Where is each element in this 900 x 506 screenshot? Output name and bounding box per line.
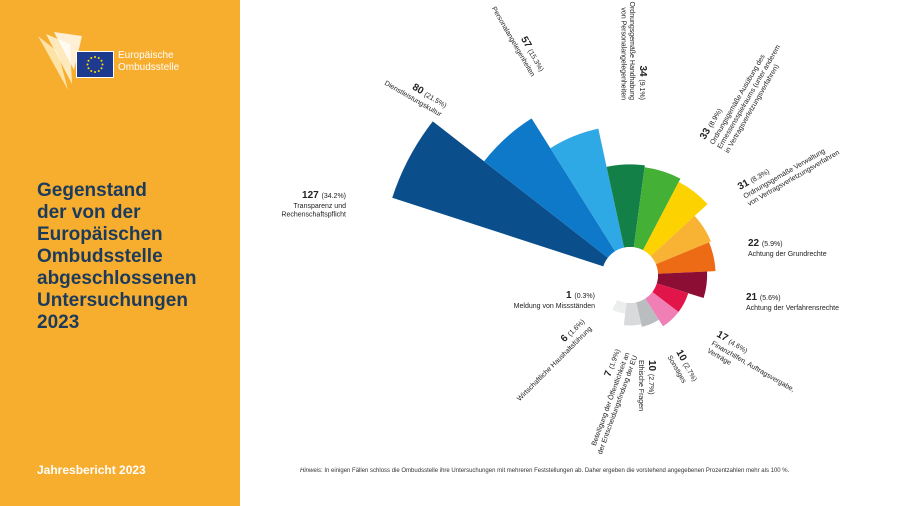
slice-label: 10 (2.7%)Ethische Fragen bbox=[637, 360, 657, 411]
slice-category: Meldung von Missständen bbox=[514, 303, 595, 310]
slice-label: 21 (5.6%) Achtung der Verfahrensrechte bbox=[746, 292, 839, 312]
rose-slice bbox=[650, 215, 711, 265]
eu-star bbox=[101, 63, 104, 66]
eu-star bbox=[86, 63, 89, 66]
eu-star bbox=[87, 67, 90, 70]
rose-slice bbox=[484, 118, 616, 258]
rose-slice bbox=[633, 167, 681, 251]
rose-slice bbox=[652, 283, 689, 312]
rose-slice bbox=[550, 128, 625, 252]
slice-value: 10 bbox=[646, 360, 657, 374]
page-title: Gegenstand der von der Europäischen Ombudss… bbox=[37, 180, 237, 334]
eu-star bbox=[87, 59, 90, 62]
report-label: Jahresbericht 2023 bbox=[37, 463, 146, 477]
ombudsman-logo bbox=[38, 32, 82, 90]
page-title-line: abgeschlossenen bbox=[37, 268, 197, 289]
page-title-line: der von der bbox=[37, 202, 141, 223]
slice-label: 17 (4.6%)Finanzhilfen, Auftragsvergabe,V… bbox=[706, 329, 802, 401]
slice-category: Achtung der Grundrechte bbox=[748, 251, 827, 258]
slice-percent: (34.2%) bbox=[321, 193, 346, 200]
slice-value: 21 bbox=[746, 292, 760, 303]
rose-chart: 127 (34.2%) Transparenz und Rechenschaftsp… bbox=[281, 0, 841, 456]
slice-category: Rechenschaftspflicht bbox=[281, 212, 346, 219]
eu-star bbox=[90, 69, 93, 72]
footnote-text: : In einigen Fällen schloss die Ombudsst… bbox=[321, 468, 790, 474]
rose-slice bbox=[612, 299, 627, 314]
rose-slice bbox=[645, 291, 679, 327]
rose-slice bbox=[623, 302, 642, 326]
rose-slice bbox=[392, 121, 608, 267]
rose-slice bbox=[642, 181, 708, 257]
slice-percent: (5.6%) bbox=[760, 295, 781, 302]
slice-value: 34 bbox=[637, 65, 648, 79]
slice-label: 80 (21.5%)Dienstleistungskultur bbox=[383, 69, 450, 119]
slice-category: Wirtschaftliche Haushaltsführung bbox=[516, 325, 593, 402]
eu-star bbox=[97, 57, 100, 60]
slice-percent: (5.9%) bbox=[762, 241, 783, 248]
slice-category: Ethische Fragen bbox=[637, 360, 644, 411]
rose-slice bbox=[606, 164, 645, 248]
slice-label: 127 (34.2%) Transparenz und Rechenschaftsp… bbox=[281, 190, 346, 219]
slice-label: 34 (9.1%)Ordnungsgemäße Handhabungvon Pe… bbox=[620, 2, 649, 101]
slice-label: 22 (5.9%) Achtung der Grundrechte bbox=[748, 238, 827, 258]
slice-label: 7 (1.9%)Beteiligung der Öffentlichkeit a… bbox=[577, 347, 640, 455]
slice-value: 22 bbox=[748, 238, 762, 249]
sidebar-panel: Europäische Ombudsstelle Gegenstand der v… bbox=[0, 0, 240, 506]
page-title-line: Ombudsstelle bbox=[37, 246, 163, 267]
eu-star bbox=[94, 71, 96, 73]
org-name-line2: Ombudsstelle bbox=[118, 62, 180, 73]
slice-percent: (2.7%) bbox=[647, 374, 654, 395]
slice-value: 1 bbox=[566, 290, 574, 301]
slice-category: von Personalangelegenheiten bbox=[620, 7, 627, 100]
slice-percent: (9.1%) bbox=[638, 79, 645, 100]
slice-category: Finanzhilfen, Auftragsvergabe, bbox=[710, 340, 795, 393]
rose-slice bbox=[655, 242, 716, 274]
footnote-label: Hinweis bbox=[300, 468, 322, 474]
slice-label: 6 (1.6%)Wirtschaftliche Haushaltsführung bbox=[507, 316, 594, 403]
org-name: Europäische Ombudsstelle bbox=[118, 50, 179, 74]
slice-label: 57 (15.3%)Personalangelegenheiten bbox=[490, 0, 547, 78]
eu-star bbox=[100, 59, 103, 62]
slice-value: 127 bbox=[302, 190, 321, 201]
page-title-line: 2023 bbox=[37, 312, 80, 333]
slice-category: Ordnungsgemäße Handhabung bbox=[628, 2, 635, 101]
org-name-line1: Europäische bbox=[118, 50, 174, 61]
page-title-line: Gegenstand bbox=[37, 180, 147, 201]
center-hole bbox=[602, 247, 658, 303]
page-title-line: Untersuchungen bbox=[37, 290, 188, 311]
slice-category: Ermessensspielraums (unter anderem bbox=[717, 44, 782, 150]
eu-star bbox=[94, 56, 96, 58]
rose-slice bbox=[656, 271, 708, 299]
slice-label: 1 (0.3%) Meldung von Missständen bbox=[514, 290, 595, 310]
slice-category: Achtung der Verfahrensrechte bbox=[746, 305, 839, 312]
rose-slice bbox=[636, 298, 659, 327]
eu-star bbox=[90, 57, 93, 60]
slice-category: Ordnungsgemäße Verwaltung bbox=[743, 148, 827, 201]
slice-label: 33 (8.9%)Ordnungsgemäße Ausübung desErme… bbox=[698, 33, 789, 154]
slice-value: 7 bbox=[603, 367, 616, 379]
slice-label: 31 (8.3%)Ordnungsgemäße Verwaltungvon Ve… bbox=[736, 131, 841, 208]
slice-percent: (0.3%) bbox=[574, 293, 595, 300]
footnote: Hinweis: In einigen Fällen schloss die O… bbox=[300, 468, 860, 474]
eu-star bbox=[100, 67, 103, 70]
slice-label: 10 (2.7%)Sonstiges bbox=[666, 348, 701, 388]
eu-flag-icon bbox=[76, 51, 114, 78]
eu-star bbox=[97, 69, 100, 72]
slice-category: Transparenz und bbox=[293, 203, 346, 210]
page-title-line: Europäischen bbox=[37, 224, 163, 245]
